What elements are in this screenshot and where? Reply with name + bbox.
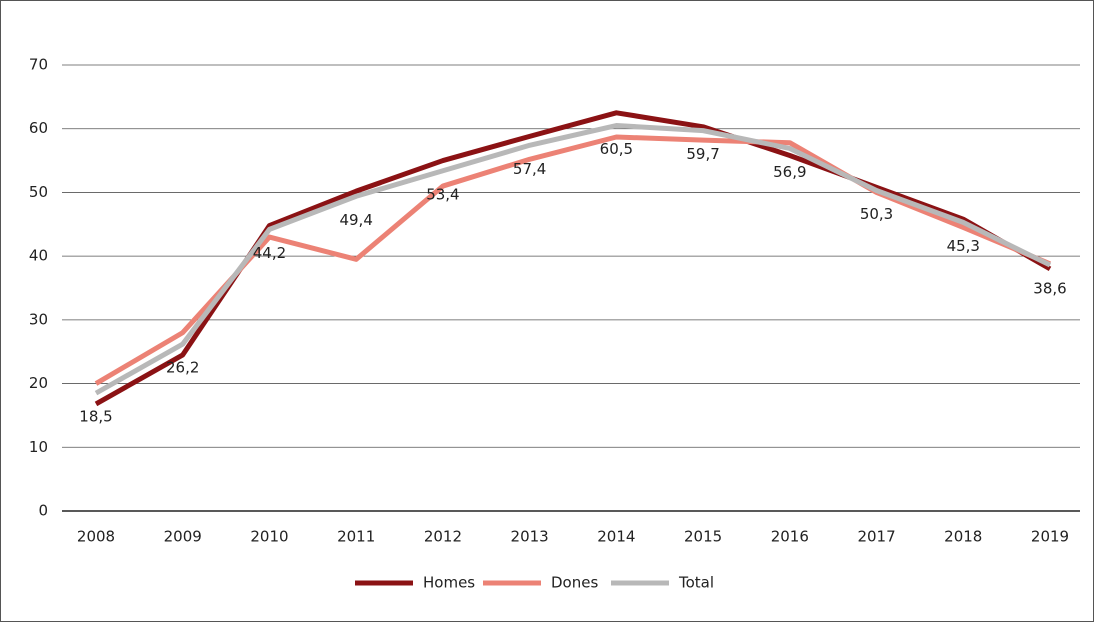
y-tick-label: 0 xyxy=(38,502,48,520)
data-label: 60,5 xyxy=(600,140,633,158)
y-tick-label: 60 xyxy=(29,119,48,137)
y-tick-label: 40 xyxy=(29,247,48,265)
legend-label: Total xyxy=(678,574,714,592)
data-label: 56,9 xyxy=(773,163,806,181)
x-tick-label: 2019 xyxy=(1031,528,1069,546)
legend-label: Homes xyxy=(423,574,475,592)
x-tick-label: 2017 xyxy=(857,528,895,546)
data-label: 18,5 xyxy=(79,408,112,426)
x-tick-label: 2013 xyxy=(511,528,549,546)
x-tick-label: 2018 xyxy=(944,528,982,546)
x-tick-label: 2016 xyxy=(771,528,809,546)
y-tick-label: 50 xyxy=(29,183,48,201)
x-tick-label: 2008 xyxy=(77,528,115,546)
legend-label: Dones xyxy=(551,574,598,592)
y-tick-label: 70 xyxy=(29,56,48,74)
data-label: 53,4 xyxy=(426,185,459,203)
data-label: 49,4 xyxy=(339,211,372,229)
data-label: 44,2 xyxy=(253,244,286,262)
data-label: 45,3 xyxy=(947,237,980,255)
data-label: 38,6 xyxy=(1033,280,1066,298)
line-series xyxy=(94,134,1051,386)
line-series xyxy=(94,110,1052,407)
data-label: 59,7 xyxy=(686,145,719,163)
x-tick-label: 2010 xyxy=(250,528,288,546)
y-tick-label: 30 xyxy=(29,310,48,328)
y-tick-label: 10 xyxy=(29,438,48,456)
data-label: 26,2 xyxy=(166,359,199,377)
x-tick-label: 2012 xyxy=(424,528,462,546)
x-tick-label: 2011 xyxy=(337,528,375,546)
y-tick-label: 20 xyxy=(29,374,48,392)
x-tick-label: 2009 xyxy=(164,528,202,546)
data-label: 57,4 xyxy=(513,160,546,178)
x-tick-label: 2015 xyxy=(684,528,722,546)
data-label: 50,3 xyxy=(860,205,893,223)
x-tick-label: 2014 xyxy=(597,528,635,546)
line-series xyxy=(94,123,1052,396)
